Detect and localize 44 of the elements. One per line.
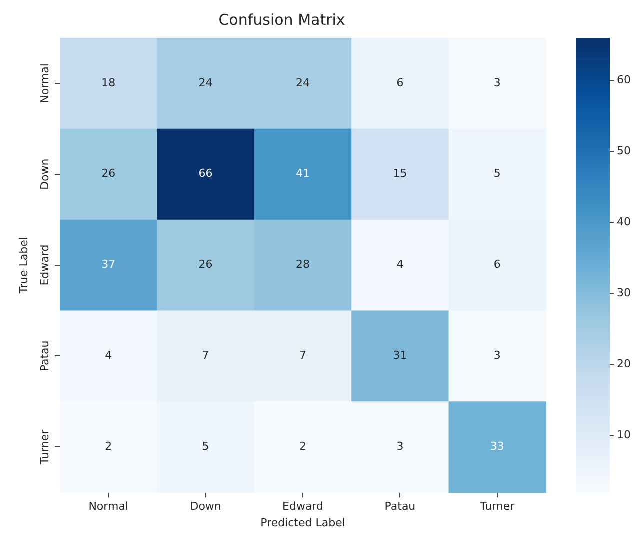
data-label: 18	[102, 76, 116, 90]
data-label: 4	[105, 349, 112, 362]
y-tick-label: Turner	[38, 429, 52, 466]
data-label: 6	[494, 258, 501, 272]
data-label: 26	[102, 167, 116, 180]
x-tick-label: Patau	[384, 500, 416, 514]
color-bar-label: 30	[617, 286, 632, 300]
data-label: 3	[494, 76, 501, 90]
data-label: 24	[296, 76, 310, 90]
y-tick-label: Edward	[38, 244, 52, 286]
data-label: 33	[490, 440, 504, 453]
x-tick-label: Normal	[88, 500, 129, 514]
data-label: 24	[198, 76, 213, 90]
chart-title: Confusion Matrix	[218, 10, 346, 29]
x-axis-title: Predicted Label	[260, 516, 346, 530]
data-label: 28	[296, 258, 310, 272]
data-label: 5	[202, 440, 210, 453]
data-label: 2	[300, 440, 306, 453]
data-label: 3	[494, 349, 501, 362]
data-label: 15	[393, 167, 408, 180]
color-bar-label: 20	[617, 358, 632, 371]
data-label: 7	[202, 349, 210, 362]
data-label: 2	[105, 440, 112, 453]
color-bar-label: 60	[617, 73, 632, 86]
data-label: 6	[396, 76, 404, 90]
color-bar-label: 10	[617, 428, 632, 442]
data-label: 66	[198, 167, 213, 180]
y-tick-label: Normal	[38, 64, 52, 104]
data-label: 41	[296, 167, 310, 180]
x-tick-label: Edward	[282, 500, 324, 514]
color-bar-label: 50	[617, 144, 632, 158]
y-tick-label: Patau	[38, 340, 52, 372]
data-label: 26	[198, 258, 213, 272]
x-tick-label: Turner	[479, 500, 516, 514]
data-label: 7	[300, 349, 306, 362]
data-label: 5	[494, 167, 501, 180]
x-tick-label: Down	[190, 500, 222, 514]
data-label: 37	[102, 258, 116, 272]
color-bar-label: 40	[617, 216, 632, 229]
data-label: 4	[396, 258, 404, 272]
data-label: 3	[396, 440, 404, 453]
data-label: 31	[393, 349, 408, 362]
y-axis-title: True Label	[17, 237, 30, 295]
y-tick-label: Down	[38, 158, 52, 190]
